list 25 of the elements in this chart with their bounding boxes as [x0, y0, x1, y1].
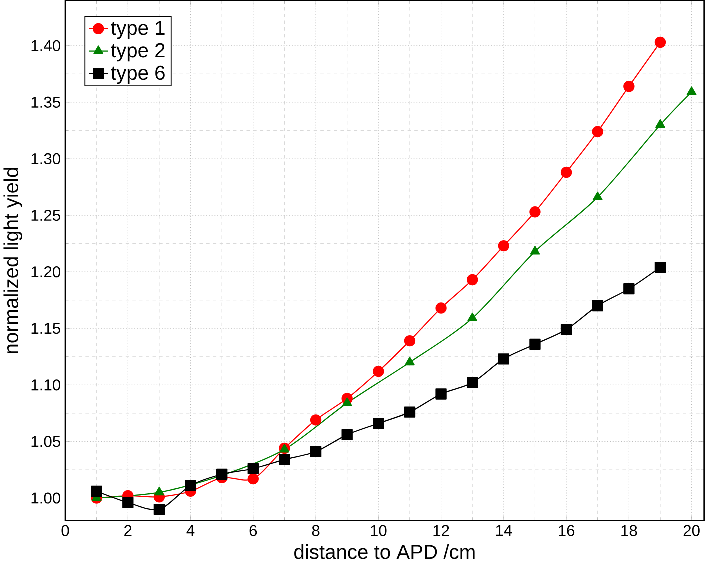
x-tick-label: 16 [559, 525, 575, 536]
y-tick-label: 1.35 [32, 96, 60, 108]
x-tick-label: 20 [684, 525, 700, 536]
x-tick-label: 18 [622, 525, 638, 536]
y-tick-label: 1.15 [32, 323, 60, 334]
x-tick-label: 10 [371, 525, 387, 536]
legend-label: type 1 [111, 21, 165, 40]
y-tick-label: 1.30 [32, 153, 61, 165]
y-tick-label: 1.40 [32, 40, 61, 52]
legend-label: type 6 [111, 66, 165, 84]
x-tick-label: 6 [250, 525, 258, 536]
x-tick-label: 4 [186, 525, 195, 536]
y-axis-title: normalized light yield [4, 168, 22, 354]
x-tick-label: 14 [496, 525, 512, 536]
x-tick-label: 8 [312, 525, 320, 536]
y-tick-label: 1.25 [32, 210, 60, 222]
y-tick-label: 1.10 [32, 380, 61, 391]
x-tick-label: 12 [434, 525, 450, 536]
x-tick-label: 0 [62, 525, 70, 536]
legend-label: type 2 [111, 43, 165, 62]
y-tick-label: 1.05 [32, 436, 60, 448]
x-tick-label: 2 [124, 525, 132, 536]
y-tick-label: 1.00 [32, 492, 61, 504]
y-tick-label: 1.20 [32, 266, 61, 278]
x-axis-title: distance to APD /cm [294, 544, 475, 560]
